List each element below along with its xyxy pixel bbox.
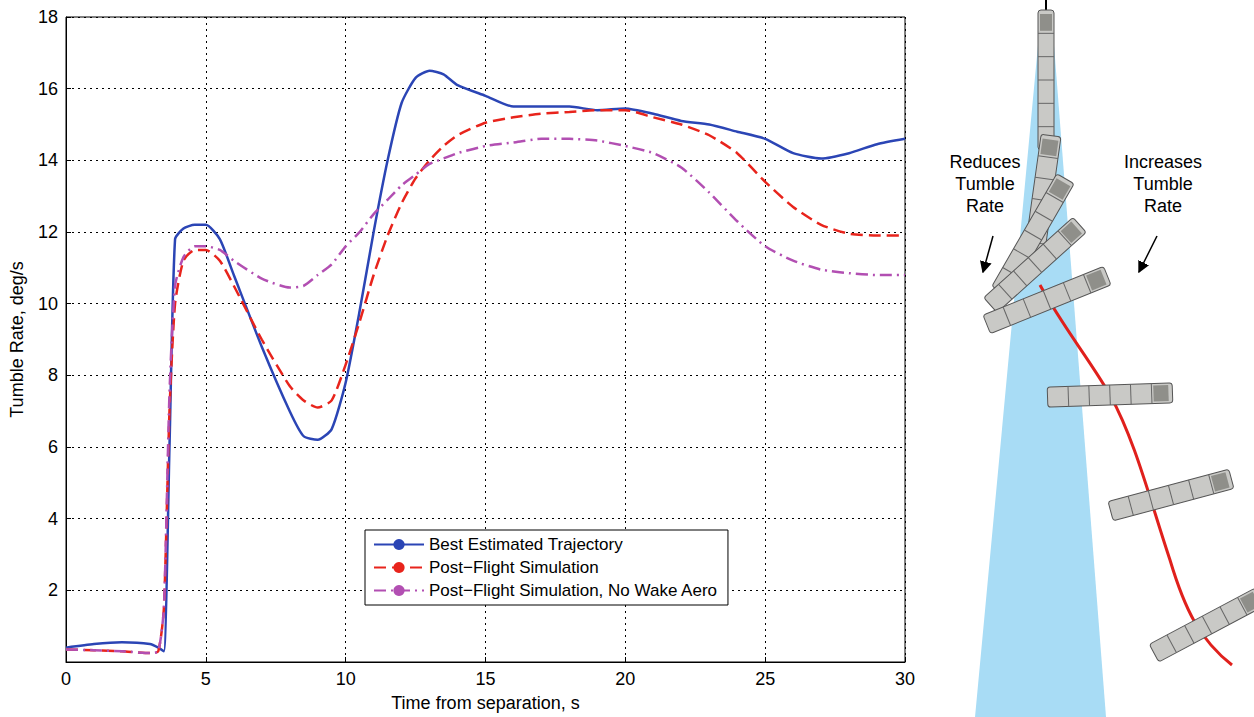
svg-text:Tumble Rate, deg/s: Tumble Rate, deg/s <box>7 261 27 417</box>
svg-text:2: 2 <box>48 580 58 600</box>
svg-text:10: 10 <box>336 669 356 689</box>
svg-text:14: 14 <box>38 150 58 170</box>
svg-text:8: 8 <box>48 365 58 385</box>
svg-text:18: 18 <box>38 7 58 27</box>
svg-text:12: 12 <box>38 222 58 242</box>
svg-text:0: 0 <box>61 669 71 689</box>
svg-text:10: 10 <box>38 294 58 314</box>
svg-text:Time from separation, s: Time from separation, s <box>391 693 579 713</box>
svg-text:Best Estimated Trajectory: Best Estimated Trajectory <box>429 535 623 554</box>
svg-text:20: 20 <box>615 669 635 689</box>
svg-text:5: 5 <box>201 669 211 689</box>
svg-text:25: 25 <box>755 669 775 689</box>
svg-text:15: 15 <box>475 669 495 689</box>
svg-text:6: 6 <box>48 437 58 457</box>
svg-text:ReducesTumbleRate: ReducesTumbleRate <box>949 152 1020 216</box>
svg-text:Post−Flight Simulation, No Wak: Post−Flight Simulation, No Wake Aero <box>429 581 717 600</box>
svg-text:4: 4 <box>48 509 58 529</box>
svg-text:Post−Flight Simulation: Post−Flight Simulation <box>429 558 599 577</box>
svg-text:IncreasesTumbleRate: IncreasesTumbleRate <box>1124 152 1202 216</box>
svg-text:30: 30 <box>895 669 915 689</box>
svg-text:16: 16 <box>38 79 58 99</box>
